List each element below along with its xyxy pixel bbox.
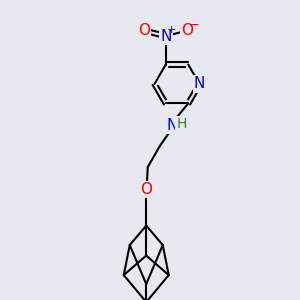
Text: O: O bbox=[181, 23, 194, 38]
Text: N: N bbox=[160, 28, 171, 44]
Text: O: O bbox=[138, 23, 150, 38]
Text: N: N bbox=[194, 76, 205, 92]
Text: N: N bbox=[166, 118, 177, 133]
Text: O: O bbox=[140, 182, 152, 197]
Text: H: H bbox=[176, 117, 187, 130]
Text: −: − bbox=[189, 19, 199, 32]
Text: +: + bbox=[167, 25, 176, 35]
